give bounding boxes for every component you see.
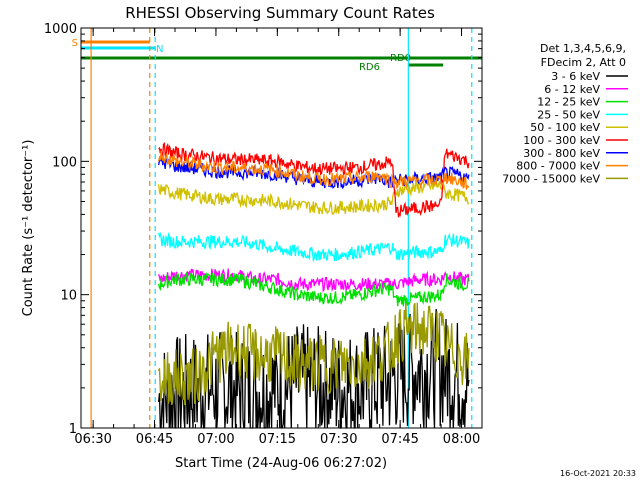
x-tick-label: 08:00 (443, 432, 480, 447)
series-line-4 (157, 231, 470, 263)
x-tick-label: 06:30 (74, 432, 111, 447)
x-tick-label: 07:30 (320, 432, 357, 447)
chart-title: RHESSI Observing Summary Count Rates (125, 4, 435, 22)
legend-header-line: FDecim 2, Att 0 (541, 56, 626, 69)
legend-header-line: Det 1,3,4,5,6,9, (540, 42, 626, 55)
flag-label-s: S (72, 38, 78, 49)
y-tick-label: 1000 (44, 22, 77, 37)
legend-entry-label: 25 - 50 keV (537, 108, 600, 121)
legend: Det 1,3,4,5,6,9,FDecim 2, Att 03 - 6 keV… (502, 42, 628, 185)
plot-frame (80, 27, 483, 429)
x-tick-label: 07:00 (197, 432, 234, 447)
legend-entry-label: 3 - 6 keV (551, 70, 600, 83)
flag-label-rd0: RD0 (390, 53, 411, 64)
legend-entry-label: 800 - 7000 keV (516, 160, 600, 173)
y-tick-label: 100 (52, 155, 77, 170)
y-axis-label: Count Rate (s⁻¹ detector⁻¹) (21, 140, 36, 317)
x-tick-label: 06:45 (136, 432, 173, 447)
legend-entry-label: 100 - 300 keV (523, 134, 600, 147)
legend-entry-label: 300 - 800 keV (523, 147, 600, 160)
x-axis-label: Start Time (24-Aug-06 06:27:02) (175, 456, 387, 471)
y-tick-label: 10 (60, 289, 77, 304)
legend-entry-label: 7000 - 15000 keV (502, 172, 600, 185)
flag-bars: S N RD0 RD6 (72, 38, 482, 73)
y-axis-ticks: 1 10 100 1000 (44, 22, 482, 437)
timestamp: 16-Oct-2021 20:33 (560, 469, 636, 478)
series-line-9 (157, 302, 470, 406)
flag-label-n: N (156, 44, 163, 55)
flag-label-rd6: RD6 (359, 62, 380, 73)
series-line-3 (157, 271, 470, 307)
series-line-5 (157, 178, 470, 216)
plot-area (90, 28, 473, 429)
legend-entry-label: 50 - 100 keV (530, 121, 600, 134)
x-axis-ticks: 06:30 06:45 07:00 07:15 07:30 07:45 08:00 (74, 28, 483, 447)
x-tick-label: 07:45 (381, 432, 418, 447)
series-line-7 (157, 156, 470, 190)
legend-entry-label: 12 - 25 keV (537, 96, 600, 109)
series-line-8 (157, 150, 470, 190)
y-tick-label: 1 (69, 422, 77, 437)
x-tick-label: 07:15 (259, 432, 296, 447)
legend-entry-label: 6 - 12 keV (544, 83, 600, 96)
